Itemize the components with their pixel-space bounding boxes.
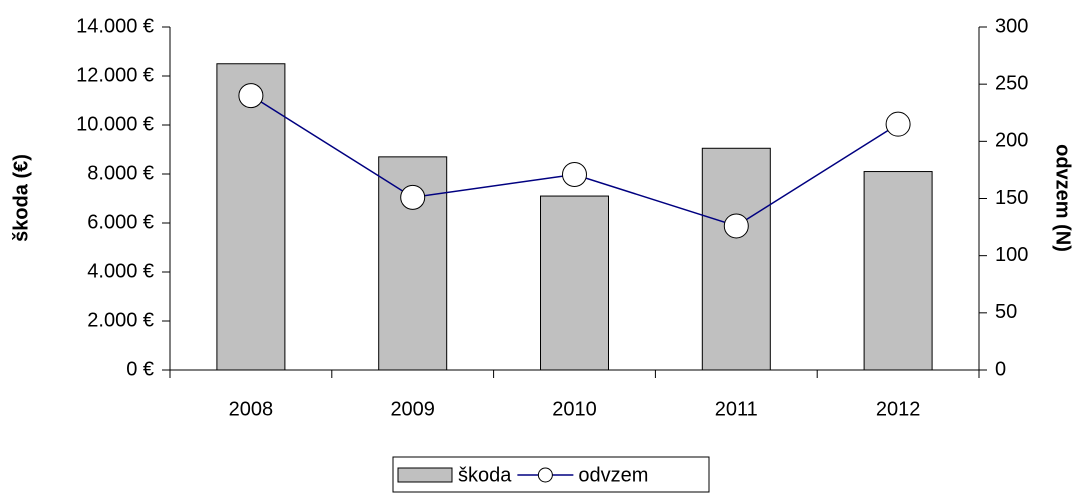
y2-tick-label: 100 (995, 244, 1028, 266)
marker (885, 111, 911, 137)
x-tick-label: 2008 (229, 398, 274, 420)
legend-label: škoda (458, 464, 512, 486)
y2-tick-label: 50 (995, 301, 1017, 323)
y2-tick-label: 0 (995, 358, 1006, 380)
bar (216, 63, 286, 371)
y-tick-label: 2.000 € (87, 309, 154, 331)
y2-tick-label: 200 (995, 130, 1028, 152)
y-tick-label: 12.000 € (76, 64, 154, 86)
y2-tick-label: 300 (995, 15, 1028, 37)
x-tick-label: 2009 (390, 398, 435, 420)
y2-tick-label: 250 (995, 72, 1028, 94)
y-axis-title: škoda (€) (10, 154, 32, 242)
x-tick-label: 2010 (552, 398, 597, 420)
x-tick-label: 2011 (715, 398, 758, 420)
y-tick-label: 0 € (126, 358, 154, 380)
marker (238, 83, 264, 109)
y2-axis-title: odvzem (N) (1052, 144, 1074, 252)
y-tick-label: 14.000 € (76, 15, 154, 37)
y-tick-label: 4.000 € (87, 260, 154, 282)
marker (723, 213, 749, 239)
legend-marker (537, 467, 553, 483)
y-tick-label: 10.000 € (76, 113, 154, 135)
y2-tick-label: 150 (995, 187, 1028, 209)
y-tick-label: 8.000 € (87, 162, 154, 184)
bar (701, 147, 771, 371)
y-tick-label: 6.000 € (87, 211, 154, 233)
marker (400, 184, 426, 210)
legend-swatch (397, 467, 453, 483)
bar (863, 171, 933, 371)
bar (540, 195, 609, 371)
marker (562, 161, 587, 187)
legend-label: odvzem (578, 464, 648, 486)
x-tick-label: 2012 (876, 398, 921, 420)
